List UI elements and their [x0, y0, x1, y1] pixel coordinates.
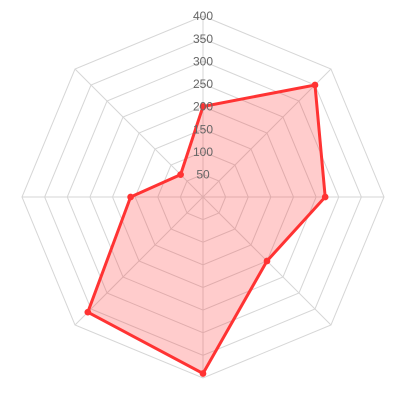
series-1-point-1 — [199, 103, 207, 110]
axis-spoke-2 — [202, 68, 332, 198]
series-layer — [84, 81, 329, 377]
tick-label-50: 50 — [196, 168, 210, 182]
tick-label-100: 100 — [193, 145, 213, 159]
series-1-point-4 — [263, 257, 271, 265]
axis-spoke-6 — [74, 196, 204, 326]
series-1-point-5 — [199, 370, 207, 377]
series-1-point-2 — [311, 81, 319, 89]
series-1-point-7 — [127, 193, 134, 201]
grid-layer — [21, 15, 385, 379]
tick-label-300: 300 — [193, 54, 213, 68]
tick-label-350: 350 — [193, 32, 213, 46]
tick-label-250: 250 — [193, 77, 213, 91]
tick-label-200: 200 — [193, 100, 213, 114]
series-1-point-3 — [321, 193, 329, 201]
series-1-point-6 — [84, 308, 92, 316]
tick-label-400: 400 — [193, 9, 213, 23]
series-1-point-8 — [177, 171, 184, 178]
tick-label-layer: 50 100 150 200 250 300 350 400 — [193, 9, 213, 181]
tick-label-150: 150 — [193, 122, 213, 136]
